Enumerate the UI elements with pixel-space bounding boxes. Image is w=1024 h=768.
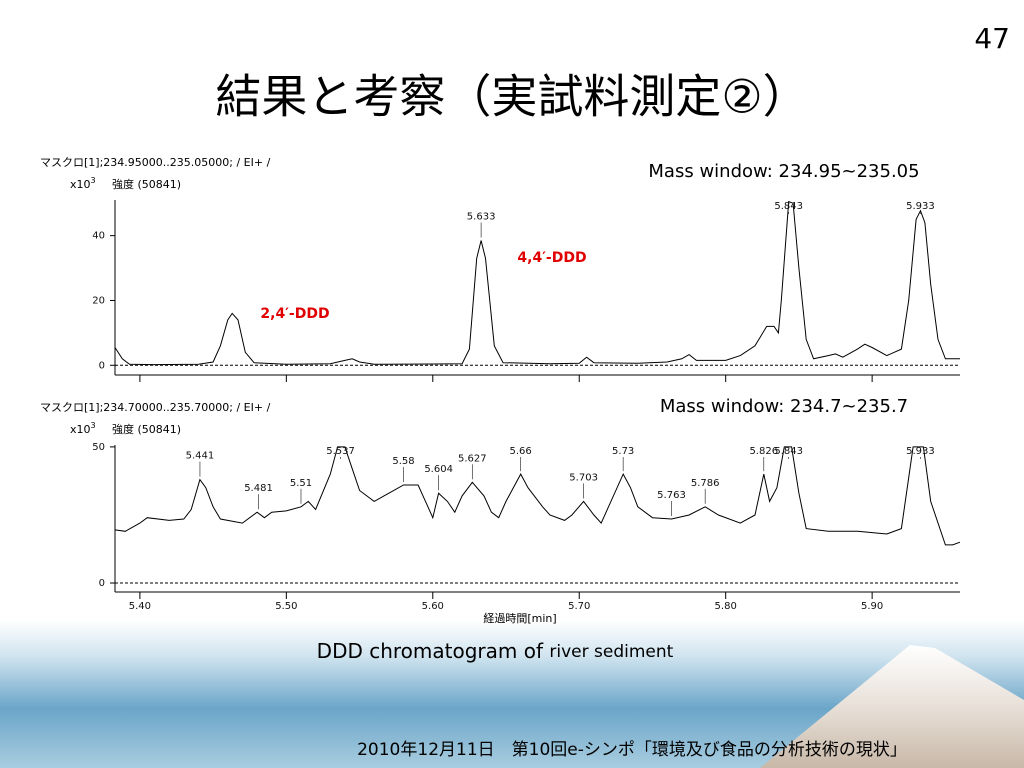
- chart-header: マスクロ[1];234.95000..235.05000; / EI+ /: [40, 156, 271, 169]
- y-tick-label: 0: [99, 578, 105, 589]
- slide-title: 結果と考察（実試料測定②）: [215, 70, 808, 124]
- peak-label: 5.786: [691, 478, 720, 489]
- page-number: 47: [974, 22, 1010, 55]
- compound-label: 2,4′-DDD: [260, 306, 329, 322]
- y-tick-label: 0: [99, 360, 105, 371]
- peak-label: 5.73: [612, 446, 634, 457]
- peak-label: 5.763: [657, 490, 686, 501]
- caption-main: DDD chromatogram of: [317, 639, 550, 663]
- peak-label: 5.627: [458, 453, 487, 464]
- y-unit-exponent: 3: [91, 421, 96, 430]
- peak-label: 5.843: [774, 446, 803, 457]
- peak-label: 5.633: [467, 212, 496, 223]
- y-unit-base: x10: [70, 178, 91, 191]
- peak-label: 5.58: [392, 456, 414, 467]
- x-tick-label: 5.90: [861, 601, 883, 612]
- compound-label: 4,4′-DDD: [517, 250, 586, 266]
- chart-header: マスクロ[1];234.70000..235.70000; / EI+ /: [40, 401, 271, 414]
- peak-label: 5.703: [569, 472, 598, 483]
- mass-window: Mass window: 234.95~235.05: [648, 161, 919, 182]
- peak-label: 5.51: [290, 478, 312, 489]
- mass-window: Mass window: 234.7~235.7: [660, 396, 908, 417]
- footer: 2010年12月11日 第10回e-シンポ「環境及び食品の分析技術の現状」: [357, 740, 907, 760]
- y-unit: x103: [70, 176, 96, 192]
- trace: [114, 446, 961, 546]
- caption-sub: river sediment: [549, 642, 673, 662]
- y-tick-label: 40: [92, 231, 105, 242]
- peak-label: 5.441: [186, 451, 215, 462]
- peak-label: 5.537: [326, 446, 355, 457]
- intensity: 強度 (50841): [112, 422, 181, 436]
- x-tick-label: 5.50: [275, 601, 297, 612]
- y-tick-label: 50: [92, 442, 105, 453]
- peak-label: 5.826: [749, 446, 778, 457]
- peak-label: 5.604: [424, 464, 453, 475]
- peak-label: 5.481: [244, 483, 273, 494]
- trace: [114, 200, 960, 366]
- y-unit-exponent: 3: [91, 176, 96, 185]
- x-tick-label: 5.70: [568, 601, 590, 612]
- y-unit: x103: [70, 421, 96, 437]
- x-tick-label: 5.40: [129, 601, 151, 612]
- x-axis-label: 経過時間[min]: [483, 612, 556, 625]
- x-tick-label: 5.60: [422, 601, 444, 612]
- intensity: 強度 (50841): [112, 177, 181, 191]
- peak-label: 5.933: [906, 446, 935, 457]
- y-tick-label: 20: [92, 295, 105, 306]
- peak-label: 5.933: [906, 201, 935, 212]
- x-tick-label: 5.80: [715, 601, 737, 612]
- caption: DDD chromatogram of river sediment: [317, 639, 674, 663]
- peak-label: 5.66: [510, 446, 532, 457]
- peak-label: 5.843: [774, 201, 803, 212]
- y-unit-base: x10: [70, 423, 91, 436]
- mountain: [760, 645, 1024, 768]
